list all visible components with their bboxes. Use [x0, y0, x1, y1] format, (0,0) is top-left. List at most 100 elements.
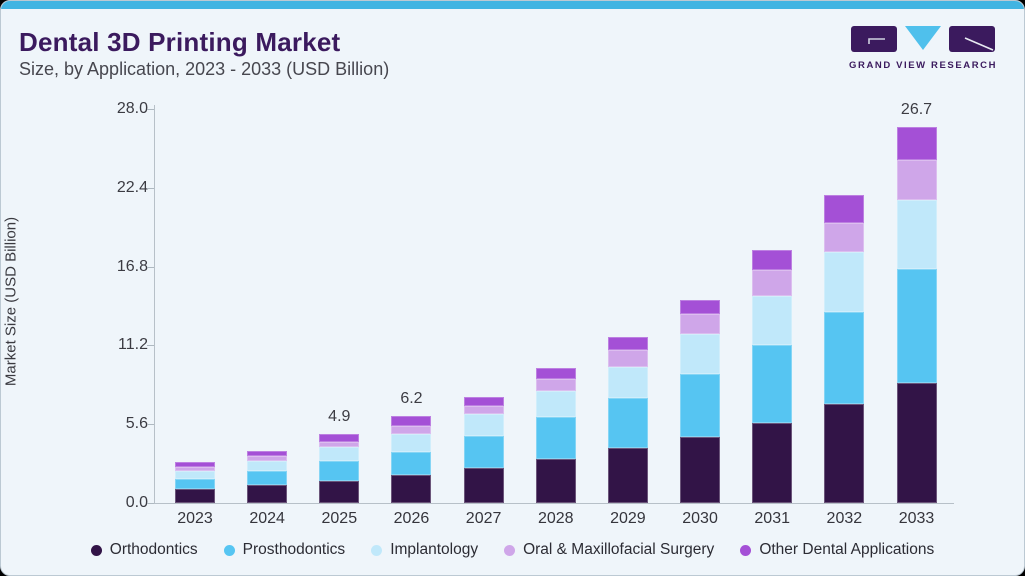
legend-item-oral-maxillofacial-surgery: Oral & Maxillofacial Surgery	[504, 541, 714, 559]
x-tick-label: 2029	[610, 510, 646, 527]
x-tick-label: 2028	[537, 510, 574, 527]
bar-segment-oral-maxillofacial-surgery	[463, 405, 504, 415]
bar-segment-implantology	[752, 296, 793, 346]
x-tick-label: 2024	[249, 510, 285, 527]
bar-segment-orthodontics	[680, 436, 721, 503]
bar-segment-oral-maxillofacial-surgery	[824, 222, 865, 252]
bar-segment-oral-maxillofacial-surgery	[535, 379, 576, 392]
bar-segment-prosthodontics	[247, 470, 288, 486]
x-tick-label: 2027	[465, 510, 502, 527]
legend-label: Implantology	[390, 541, 479, 558]
x-tick-label: 2033	[898, 510, 935, 527]
legend-item-other-dental-applications: Other Dental Applications	[740, 541, 934, 559]
bar-segment-other-dental-applications	[175, 462, 215, 467]
bar-2027	[463, 396, 504, 503]
legend-dot-icon	[504, 544, 516, 556]
bar-segment-implantology	[175, 471, 215, 480]
bar-segment-orthodontics	[535, 459, 576, 503]
bar-2029	[607, 336, 648, 503]
bar-segment-prosthodontics	[463, 436, 504, 469]
bar-segment-other-dental-applications	[535, 367, 576, 380]
bar-segment-implantology	[824, 251, 865, 312]
bar-segment-orthodontics	[896, 383, 937, 503]
bar-segment-prosthodontics	[175, 479, 215, 489]
bar-segment-other-dental-applications	[680, 299, 721, 315]
bar-value-label: 6.2	[400, 389, 423, 407]
bar-segment-oral-maxillofacial-surgery	[247, 455, 288, 461]
x-axis-line	[154, 503, 954, 504]
bar-segment-orthodontics	[607, 448, 648, 503]
legend-item-prosthodontics: Prosthodontics	[223, 541, 346, 559]
bar-segment-other-dental-applications	[607, 336, 648, 351]
bar-segment-other-dental-applications	[896, 127, 937, 161]
bar-segment-implantology	[607, 367, 648, 399]
y-tick-label: 0.0	[125, 494, 148, 511]
bar-segment-other-dental-applications	[247, 450, 288, 456]
bar-value-label: 4.9	[328, 408, 351, 426]
bar-2025	[319, 434, 360, 503]
legend-label: Oral & Maxillofacial Surgery	[523, 541, 715, 558]
y-tick-mark	[147, 109, 154, 110]
bar-2030	[680, 299, 721, 503]
page-title: Dental 3D Printing Market	[19, 27, 341, 57]
bar-segment-oral-maxillofacial-surgery	[175, 466, 215, 472]
bar-2032	[824, 194, 865, 503]
bar-2033	[896, 127, 937, 503]
bar-segment-implantology	[535, 391, 576, 418]
bar-segment-prosthodontics	[752, 345, 793, 423]
x-tick-label: 2023	[177, 510, 213, 527]
bar-2023	[175, 462, 215, 503]
y-tick-mark	[147, 424, 154, 426]
bar-segment-prosthodontics	[391, 451, 432, 475]
bar-value-label: 26.7	[900, 101, 933, 119]
legend-dot-icon	[90, 544, 102, 556]
y-tick-mark	[147, 266, 154, 268]
bar-segment-prosthodontics	[824, 311, 865, 405]
bar-segment-oral-maxillofacial-surgery	[680, 314, 721, 335]
legend-dot-icon	[371, 544, 383, 556]
bar-segment-prosthodontics	[319, 460, 360, 482]
bar-segment-orthodontics	[319, 481, 360, 503]
x-tick-label: 2030	[682, 510, 718, 527]
bar-segment-orthodontics	[175, 488, 215, 503]
y-tick-label: 5.6	[125, 415, 148, 433]
x-tick-label: 2025	[321, 510, 358, 527]
x-tick-label: 2032	[826, 510, 863, 527]
bar-2028	[535, 367, 576, 503]
y-tick-label: 16.8	[116, 257, 148, 275]
bar-segment-orthodontics	[391, 474, 432, 503]
bar-segment-prosthodontics	[680, 374, 721, 437]
legend-label: Prosthodontics	[242, 541, 346, 558]
logo-wordmark: GRAND VIEW RESEARCH	[849, 60, 998, 71]
x-tick-label: 2026	[393, 510, 430, 527]
y-axis-line	[154, 105, 155, 503]
legend-dot-icon	[223, 544, 235, 556]
legend-item-implantology: Implantology	[371, 541, 478, 559]
bar-segment-other-dental-applications	[752, 250, 793, 271]
y-tick-label: 11.2	[118, 336, 148, 354]
bar-segment-prosthodontics	[896, 269, 937, 384]
bar-segment-prosthodontics	[607, 398, 648, 449]
bar-segment-oral-maxillofacial-surgery	[319, 441, 360, 448]
chart-legend: Orthodontics Prosthodontics Implantology Or…	[1, 541, 1024, 559]
bar-2026	[391, 415, 432, 503]
bar-segment-implantology	[680, 334, 721, 375]
bar-segment-implantology	[319, 447, 360, 461]
bar-segment-orthodontics	[824, 404, 865, 503]
top-accent-bar	[1, 1, 1024, 9]
bar-segment-orthodontics	[752, 422, 793, 503]
bar-segment-other-dental-applications	[824, 194, 865, 223]
legend-dot-icon	[740, 544, 752, 556]
bar-2024	[247, 450, 288, 503]
chart-subtitle: Size, by Application, 2023 - 2033 (USD B…	[19, 59, 390, 79]
x-tick-label: 2031	[754, 510, 790, 527]
legend-label: Other Dental Applications	[759, 541, 935, 558]
bar-segment-implantology	[463, 414, 504, 437]
gvr-logo-icon	[851, 26, 995, 52]
bar-segment-oral-maxillofacial-surgery	[896, 160, 937, 200]
bar-segment-other-dental-applications	[463, 396, 504, 406]
bar-segment-oral-maxillofacial-surgery	[752, 270, 793, 297]
y-axis-title: Market Size (USD Billion)	[2, 216, 20, 387]
bar-segment-prosthodontics	[535, 417, 576, 460]
